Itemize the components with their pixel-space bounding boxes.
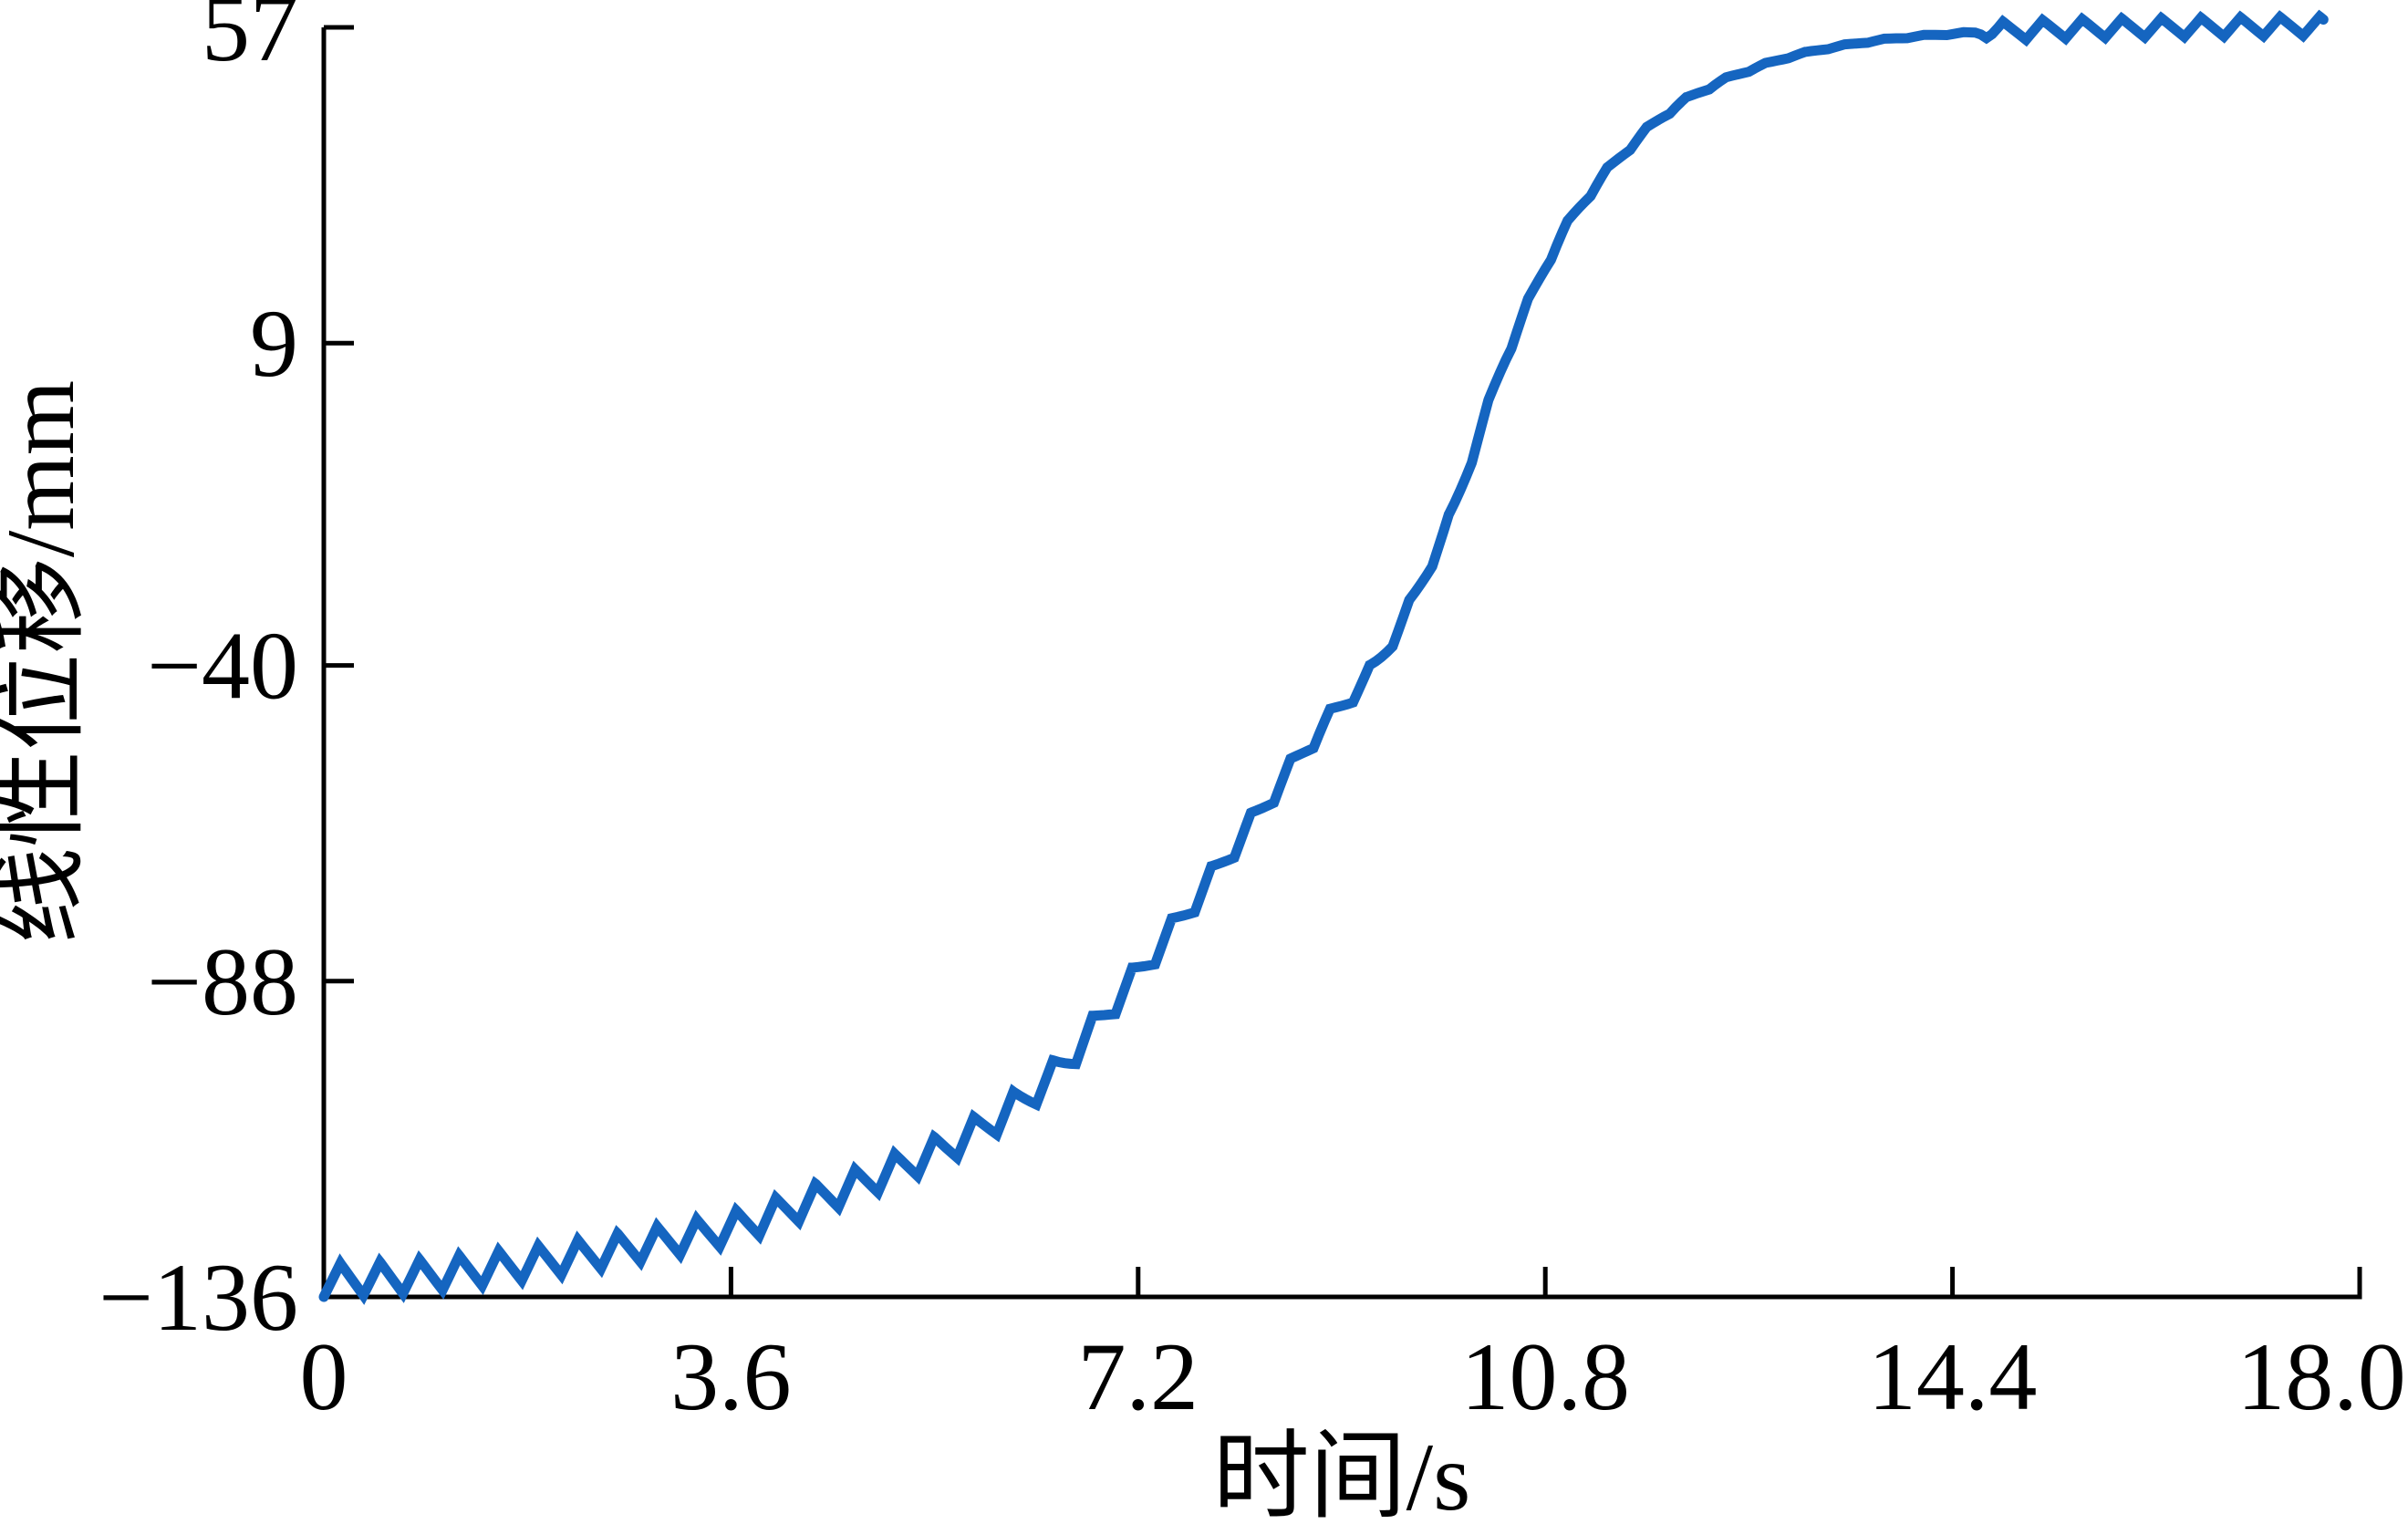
x-axis-title: 时间/s — [1213, 1424, 1471, 1524]
x-tick-label: 14.4 — [1868, 1323, 2038, 1430]
displacement-curve — [318, 9, 2329, 1305]
x-axis-ticks: 0 3.6 7.2 10.8 14.4 18.0 — [300, 1267, 2406, 1430]
x-tick-label: 18.0 — [2237, 1323, 2406, 1430]
y-axis-ticks: 57 9 −40 −88 −136 — [99, 0, 354, 1351]
x-tick-label: 0 — [300, 1323, 348, 1430]
y-tick-label: 57 — [202, 0, 298, 81]
y-tick-label: −40 — [147, 613, 298, 720]
y-axis-title: 线性位移/mm — [0, 380, 94, 944]
y-tick-label: 9 — [250, 290, 298, 397]
x-tick-label: 3.6 — [670, 1323, 792, 1430]
y-tick-label: −88 — [147, 928, 298, 1035]
axes — [321, 27, 2362, 1300]
x-tick-label: 10.8 — [1460, 1323, 1630, 1430]
y-tick-label: −136 — [99, 1244, 298, 1351]
x-tick-label: 7.2 — [1078, 1323, 1199, 1430]
